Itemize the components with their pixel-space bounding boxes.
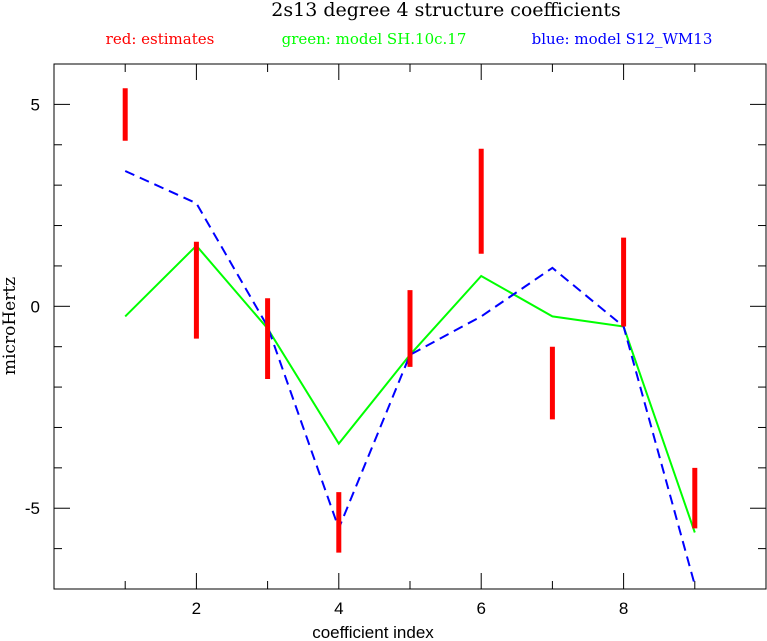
legend-entry-s12wm13: blue: model S12_WM13 bbox=[532, 30, 713, 48]
y-tick-label: -5 bbox=[25, 499, 40, 518]
legend-entry-estimates: red: estimates bbox=[106, 30, 215, 48]
estimate-bars bbox=[122, 88, 698, 553]
x-axis-label: coefficient index bbox=[312, 623, 434, 641]
y-tick-label: 0 bbox=[31, 297, 40, 316]
chart-title: 2s13 degree 4 structure coefficients bbox=[271, 0, 620, 21]
y-tick-label: 5 bbox=[31, 95, 40, 114]
x-tick-label: 6 bbox=[476, 599, 485, 618]
axis-ticks bbox=[54, 63, 766, 590]
legend-entry-sh10c17: green: model SH.10c.17 bbox=[282, 30, 467, 48]
series-lines bbox=[124, 170, 696, 586]
axis-tick-labels: 2 4 6 8 -5 0 5 bbox=[25, 95, 628, 618]
x-tick-label: 2 bbox=[192, 599, 201, 618]
series-line-s12wm13 bbox=[124, 170, 696, 586]
series-line-sh10c17 bbox=[124, 244, 696, 533]
y-axis-label: microHertz bbox=[0, 277, 20, 375]
x-tick-label: 8 bbox=[619, 599, 628, 618]
x-tick-label: 4 bbox=[334, 599, 343, 618]
